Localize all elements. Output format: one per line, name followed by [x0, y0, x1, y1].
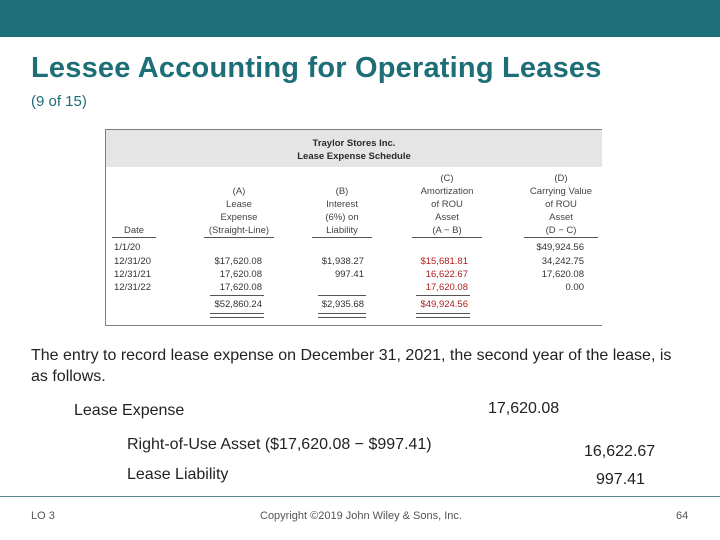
total-rule-b [318, 295, 366, 296]
debit-amount: 17,620.08 [488, 400, 560, 417]
table-cell-date: 1/1/20 [114, 242, 141, 253]
double-rule-a [210, 313, 264, 318]
table-cell-a: 17,620.08 [219, 282, 262, 293]
double-rule-b [318, 313, 366, 318]
footer-divider [0, 496, 720, 497]
table-cell-b: $1,938.27 [321, 256, 364, 267]
table-cell-date: 12/31/20 [114, 256, 151, 267]
table-cell-date: 12/31/22 [114, 282, 151, 293]
table-cell-b: 997.41 [334, 269, 364, 280]
credit-account-rou: Right-of-Use Asset ($17,620.08 − $997.41… [127, 436, 432, 453]
table-cell-c: 16,622.67 [425, 269, 468, 280]
table-cell-c: $15,681.81 [420, 256, 468, 267]
table-cell-d: 0.00 [565, 282, 585, 293]
col-header-date: Date [112, 172, 156, 238]
slide-title: Lessee Accounting for Operating Leases [31, 52, 602, 84]
double-rule-c [416, 313, 470, 318]
intro-paragraph: The entry to record lease expense on Dec… [31, 347, 672, 385]
copyright-notice: Copyright ©2019 John Wiley & Sons, Inc. [260, 510, 462, 522]
table-cell-d: $49,924.56 [536, 242, 584, 253]
col-header-a: (A) Lease Expense (Straight-Line) [204, 172, 274, 238]
credit-amount-rou: 16,622.67 [584, 443, 656, 460]
table-cell-d: 17,620.08 [541, 269, 584, 280]
credit-account-liability: Lease Liability [127, 466, 229, 483]
col-header-c: (C) Amortization of ROU Asset (A − B) [412, 172, 482, 238]
total-rule-a [210, 295, 264, 296]
schedule-header: Traylor Stores Inc. Lease Expense Schedu… [106, 130, 602, 167]
total-a: $52,860.24 [214, 299, 262, 310]
col-header-d: (D) Carrying Value of ROU Asset (D − C) [524, 172, 598, 238]
top-banner [0, 0, 720, 37]
table-cell-d: 34,242.75 [541, 256, 584, 267]
total-rule-c [416, 295, 470, 296]
total-b: $2,935.68 [321, 299, 364, 310]
total-c: $49,924.56 [420, 299, 468, 310]
lease-expense-schedule: Traylor Stores Inc. Lease Expense Schedu… [105, 129, 602, 326]
page-number: 64 [676, 510, 689, 522]
credit-amount-liability: 997.41 [596, 471, 645, 488]
table-cell-date: 12/31/21 [114, 269, 151, 280]
table-cell-a: 17,620.08 [219, 269, 262, 280]
slide-subtitle: (9 of 15) [31, 93, 87, 110]
table-cell-a: $17,620.08 [214, 256, 262, 267]
learning-objective: LO 3 [31, 510, 55, 522]
col-header-b: (B) Interest (6%) on Liability [312, 172, 372, 238]
schedule-name: Lease Expense Schedule [297, 151, 411, 162]
debit-account: Lease Expense [74, 402, 185, 419]
schedule-company: Traylor Stores Inc. [312, 138, 396, 149]
table-cell-c: 17,620.08 [425, 282, 468, 293]
